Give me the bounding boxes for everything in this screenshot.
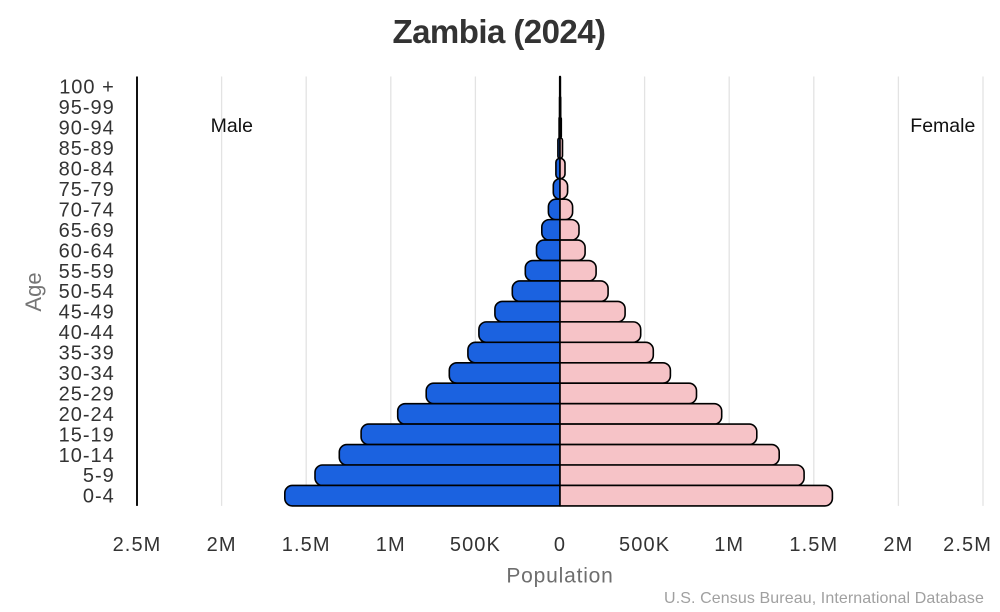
svg-text:2.5M: 2.5M: [113, 534, 162, 556]
svg-text:500K: 500K: [619, 534, 670, 556]
svg-text:95-99: 95-99: [59, 97, 115, 119]
svg-text:70-74: 70-74: [59, 199, 115, 221]
svg-text:Zambia (2024): Zambia (2024): [393, 13, 606, 50]
svg-text:60-64: 60-64: [59, 240, 115, 262]
svg-text:100 +: 100 +: [59, 77, 115, 99]
svg-text:50-54: 50-54: [59, 281, 115, 303]
svg-text:1.5M: 1.5M: [282, 534, 331, 556]
svg-text:20-24: 20-24: [59, 404, 115, 426]
svg-text:Female: Female: [910, 115, 975, 137]
svg-text:10-14: 10-14: [59, 445, 115, 467]
svg-text:25-29: 25-29: [59, 383, 115, 405]
svg-text:80-84: 80-84: [59, 159, 115, 181]
svg-text:5-9: 5-9: [83, 465, 115, 487]
svg-text:85-89: 85-89: [59, 138, 115, 160]
svg-text:U.S. Census Bureau, Internatio: U.S. Census Bureau, International Databa…: [664, 590, 984, 607]
svg-text:500K: 500K: [450, 534, 501, 556]
svg-text:45-49: 45-49: [59, 302, 115, 324]
svg-text:30-34: 30-34: [59, 363, 115, 385]
svg-text:90-94: 90-94: [59, 118, 115, 140]
svg-text:15-19: 15-19: [59, 424, 115, 446]
svg-text:2M: 2M: [207, 534, 237, 556]
svg-text:1.5M: 1.5M: [789, 534, 838, 556]
svg-text:1M: 1M: [714, 534, 744, 556]
svg-text:35-39: 35-39: [59, 343, 115, 365]
svg-text:2.5M: 2.5M: [943, 534, 992, 556]
svg-text:2M: 2M: [883, 534, 913, 556]
svg-text:1M: 1M: [376, 534, 406, 556]
svg-text:Population: Population: [506, 565, 613, 588]
svg-text:0: 0: [554, 534, 566, 556]
svg-text:Age: Age: [21, 272, 46, 311]
svg-text:65-69: 65-69: [59, 220, 115, 242]
svg-text:Male: Male: [211, 115, 253, 137]
svg-text:0-4: 0-4: [83, 486, 115, 508]
svg-text:75-79: 75-79: [59, 179, 115, 201]
svg-text:55-59: 55-59: [59, 261, 115, 283]
svg-text:40-44: 40-44: [59, 322, 115, 344]
